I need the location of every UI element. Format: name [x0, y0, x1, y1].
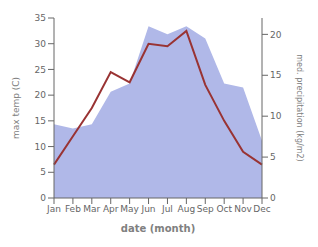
svg-text:Apr: Apr [103, 204, 119, 214]
svg-text:Nov: Nov [234, 204, 252, 214]
svg-text:20: 20 [270, 30, 282, 40]
svg-text:Jan: Jan [46, 204, 61, 214]
svg-text:15: 15 [270, 70, 281, 80]
svg-text:35: 35 [35, 13, 46, 23]
svg-text:med. precipitation (kg/m2): med. precipitation (kg/m2) [295, 54, 304, 161]
svg-text:Jun: Jun [141, 204, 156, 214]
svg-text:date (month): date (month) [121, 223, 195, 234]
svg-text:10: 10 [270, 111, 282, 121]
svg-text:25: 25 [35, 65, 46, 75]
svg-text:May: May [120, 204, 139, 214]
svg-text:20: 20 [35, 90, 47, 100]
svg-text:max temp (C): max temp (C) [11, 77, 21, 139]
svg-text:Oct: Oct [216, 204, 232, 214]
svg-text:10: 10 [35, 142, 47, 152]
svg-text:Dec: Dec [253, 204, 270, 214]
svg-text:0: 0 [270, 193, 276, 203]
svg-text:0: 0 [40, 193, 46, 203]
svg-text:15: 15 [35, 116, 46, 126]
svg-text:Jul: Jul [161, 204, 173, 214]
svg-text:5: 5 [40, 167, 46, 177]
svg-text:5: 5 [270, 152, 276, 162]
svg-text:Feb: Feb [65, 204, 81, 214]
svg-text:Sep: Sep [197, 204, 214, 214]
svg-text:30: 30 [35, 39, 47, 49]
svg-text:Mar: Mar [83, 204, 100, 214]
svg-text:Aug: Aug [178, 204, 196, 214]
